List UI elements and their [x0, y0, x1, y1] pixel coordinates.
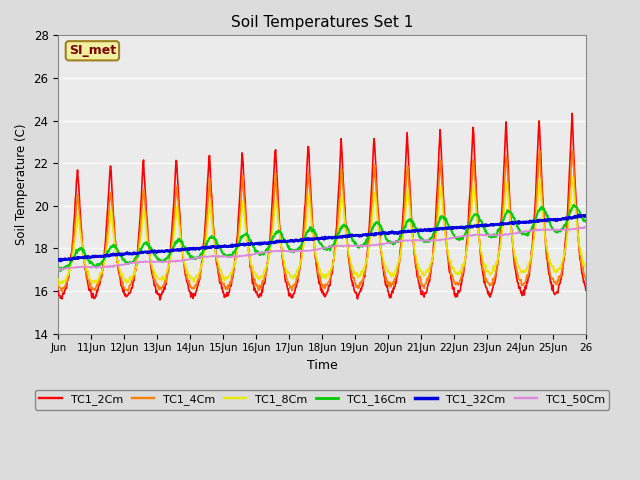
X-axis label: Time: Time: [307, 359, 337, 372]
Text: SI_met: SI_met: [69, 44, 116, 57]
Legend: TC1_2Cm, TC1_4Cm, TC1_8Cm, TC1_16Cm, TC1_32Cm, TC1_50Cm: TC1_2Cm, TC1_4Cm, TC1_8Cm, TC1_16Cm, TC1…: [35, 390, 609, 409]
Title: Soil Temperatures Set 1: Soil Temperatures Set 1: [231, 15, 413, 30]
Y-axis label: Soil Temperature (C): Soil Temperature (C): [15, 124, 28, 245]
